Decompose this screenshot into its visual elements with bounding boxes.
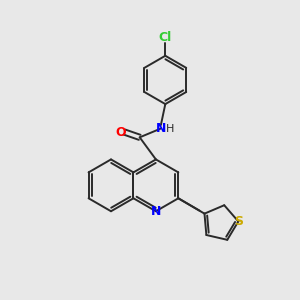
Text: N: N — [156, 122, 166, 135]
Text: Cl: Cl — [159, 31, 172, 44]
Text: N: N — [151, 205, 161, 218]
Text: O: O — [116, 125, 126, 139]
Text: H: H — [166, 124, 174, 134]
Text: S: S — [234, 215, 243, 228]
